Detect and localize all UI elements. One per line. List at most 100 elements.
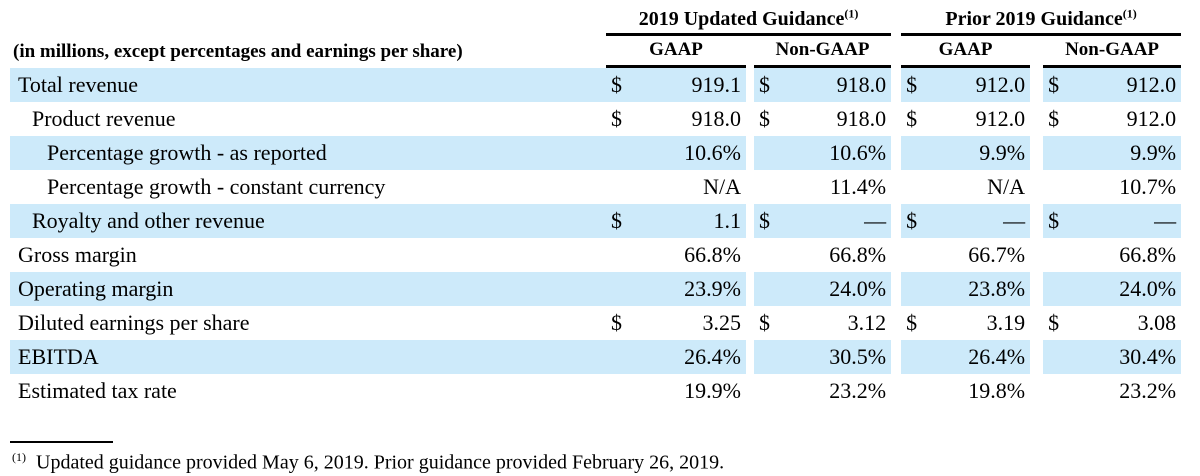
group-title-text: 2019 Updated Guidance [638, 8, 845, 30]
currency-cell: $ [1048, 106, 1060, 131]
value-cell: 912.0 [1073, 68, 1182, 102]
group-gap [891, 36, 901, 68]
footnote-text: Updated guidance provided May 6, 2019. P… [36, 451, 725, 474]
table-row: Diluted earnings per share $ 3.25 $ 3.12… [10, 306, 1181, 340]
column-gap [1030, 102, 1043, 136]
footnote-ref-superscript: (1) [1122, 8, 1137, 21]
row-label: Percentage growth - as reported [10, 136, 606, 170]
table-row: Estimated tax rate 19.9% 23.2% 19.8% 23.… [10, 374, 1181, 408]
currency-cell: $ [611, 310, 622, 335]
currency-cell: $ [606, 204, 636, 238]
group-header-updated-guidance: 2019 Updated Guidance(1) [606, 8, 892, 36]
column-gap [1030, 272, 1044, 306]
value-cell: 912.0 [931, 68, 1031, 102]
row-label: Gross margin [18, 242, 137, 267]
currency-cell [1043, 340, 1074, 374]
subheader-nongaap-updated: Non-GAAP [754, 36, 892, 68]
value-cell: 9.9% [931, 136, 1031, 170]
table-row: Gross margin 66.8% 66.8% 66.7% 66.8% [10, 238, 1181, 272]
column-gap [746, 306, 754, 340]
value-cell: 11.4% [830, 174, 887, 199]
currency-cell [901, 374, 931, 408]
currency-cell: $ [611, 106, 622, 131]
value-cell: 918.0 [784, 68, 892, 102]
column-gap [746, 374, 754, 408]
currency-cell: $ [759, 106, 770, 131]
currency-cell: $ [906, 310, 918, 335]
value-cell: 3.25 [702, 310, 742, 335]
value-cell: — [1073, 204, 1182, 238]
currency-cell [901, 272, 932, 306]
currency-cell [754, 374, 784, 408]
column-gap [746, 102, 754, 136]
group-gap [891, 340, 902, 374]
column-gap [746, 238, 754, 272]
column-gap [1030, 204, 1044, 238]
currency-cell: $ [1048, 310, 1060, 335]
group-gap [891, 374, 901, 408]
currency-cell: $ [754, 68, 784, 102]
currency-cell [754, 238, 784, 272]
column-gap [1030, 170, 1043, 204]
currency-cell [754, 170, 784, 204]
value-cell: 912.0 [975, 106, 1026, 131]
subheader-row: (in millions, except percentages and ear… [10, 36, 1182, 68]
column-gap [746, 36, 754, 68]
currency-cell: $ [754, 204, 784, 238]
group-gap [891, 272, 902, 306]
value-cell: 30.5% [784, 340, 892, 374]
value-cell: 19.9% [684, 378, 741, 403]
value-cell: 66.8% [829, 242, 887, 267]
group-gap [891, 8, 901, 36]
value-cell: — [931, 204, 1031, 238]
row-label: Total revenue [10, 68, 606, 102]
guidance-table: 2019 Updated Guidance(1) Prior 2019 Guid… [10, 8, 1182, 408]
value-cell: 30.4% [1073, 340, 1182, 374]
value-cell: 66.8% [1119, 242, 1177, 267]
table-row: Product revenue $ 918.0 $ 918.0 $ 912.0 … [10, 102, 1181, 136]
currency-cell [606, 170, 636, 204]
table-row: Royalty and other revenue $ 1.1 $ — $ — … [10, 204, 1182, 238]
row-label: Percentage growth - constant currency [47, 174, 386, 199]
value-cell: 3.12 [847, 310, 887, 335]
row-label: Operating margin [10, 272, 606, 306]
value-cell: 24.0% [784, 272, 892, 306]
column-gap [746, 272, 754, 306]
subheader-nongaap-prior: Non-GAAP [1043, 36, 1182, 68]
currency-cell [1043, 272, 1074, 306]
value-cell: 23.2% [829, 378, 887, 403]
row-label: Royalty and other revenue [10, 204, 606, 238]
subheader-gaap-updated: GAAP [606, 36, 746, 68]
subheader-gaap-prior: GAAP [901, 36, 1031, 68]
column-gap [1030, 238, 1043, 272]
table-row: Total revenue $ 919.1 $ 918.0 $ 912.0 $ … [10, 68, 1182, 102]
currency-cell: $ [1043, 68, 1074, 102]
value-cell: 3.19 [986, 310, 1026, 335]
group-title-text: Prior 2019 Guidance [945, 8, 1123, 30]
column-gap [746, 136, 754, 170]
table-row: Operating margin 23.9% 24.0% 23.8% 24.0% [10, 272, 1182, 306]
table-row: Percentage growth - as reported 10.6% 10… [10, 136, 1182, 170]
empty-corner-cell [10, 8, 606, 36]
currency-cell [1043, 136, 1074, 170]
value-cell: 24.0% [1073, 272, 1182, 306]
column-gap [746, 170, 754, 204]
currency-cell [1043, 374, 1073, 408]
column-gap [1030, 136, 1044, 170]
value-cell: 66.8% [684, 242, 741, 267]
currency-cell [754, 136, 784, 170]
table-row: EBITDA 26.4% 30.5% 26.4% 30.4% [10, 340, 1182, 374]
value-cell: 1.1 [636, 204, 746, 238]
footnote-marker: (1) [12, 450, 26, 464]
group-gap [891, 306, 901, 340]
currency-cell: $ [1043, 204, 1074, 238]
column-gap [746, 340, 754, 374]
value-cell: 26.4% [636, 340, 746, 374]
currency-cell [606, 340, 636, 374]
currency-cell [606, 238, 636, 272]
value-cell: 66.7% [968, 242, 1026, 267]
value-cell: 19.8% [968, 378, 1026, 403]
currency-cell [1043, 170, 1073, 204]
column-gap [1030, 306, 1043, 340]
